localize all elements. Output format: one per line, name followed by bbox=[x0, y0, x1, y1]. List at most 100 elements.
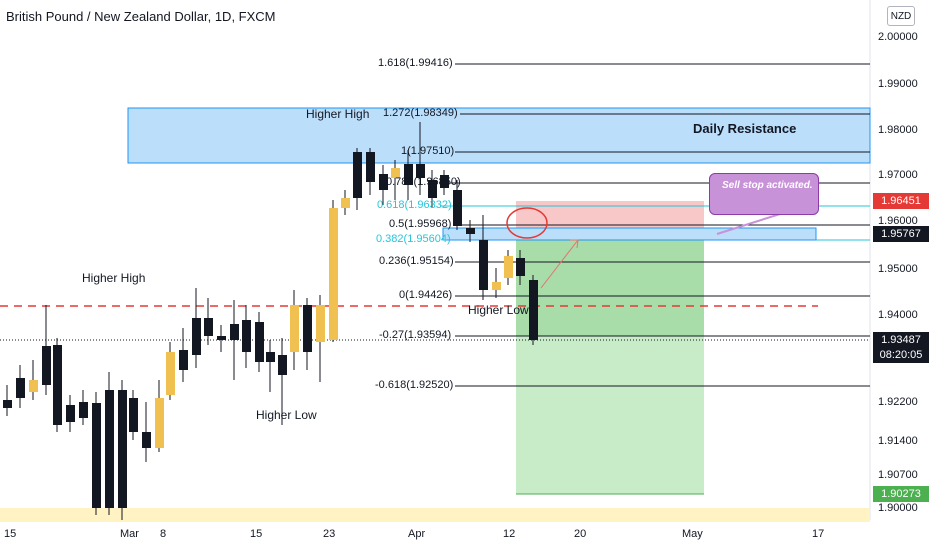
candle-body[interactable] bbox=[290, 305, 299, 352]
price-tick-label: 1.90000 bbox=[878, 502, 918, 514]
price-tick-label: 1.92200 bbox=[878, 396, 918, 408]
candle-body[interactable] bbox=[255, 322, 264, 362]
arrow-line[interactable] bbox=[540, 239, 579, 289]
price-axis-panel bbox=[870, 0, 932, 550]
price-tag-target: 1.90273 bbox=[873, 486, 929, 502]
fib-level-label: 0.786(1.96850) bbox=[386, 176, 461, 188]
candle-body[interactable] bbox=[192, 318, 201, 355]
candle-body[interactable] bbox=[428, 180, 437, 198]
price-tick-label: 1.90700 bbox=[878, 469, 918, 481]
candle-body[interactable] bbox=[278, 355, 287, 375]
higher-low-mid-label: Higher Low bbox=[256, 408, 317, 422]
price-tick-label: 1.98000 bbox=[878, 124, 918, 136]
time-tick-label: 23 bbox=[323, 528, 336, 540]
candle-body[interactable] bbox=[92, 403, 101, 508]
higher-high-left-label: Higher High bbox=[82, 271, 146, 285]
fib-level-label: 0(1.94426) bbox=[399, 289, 453, 301]
time-tick-label: Apr bbox=[408, 528, 426, 540]
candle-body[interactable] bbox=[516, 258, 525, 276]
candle-body[interactable] bbox=[16, 378, 25, 398]
candle-body[interactable] bbox=[492, 282, 501, 290]
candle-body[interactable] bbox=[129, 398, 138, 432]
fib-level-label: -0.618(1.92520) bbox=[375, 379, 454, 391]
time-tick-label: 17 bbox=[812, 528, 825, 540]
note-pointer bbox=[716, 213, 781, 235]
candle-body[interactable] bbox=[379, 174, 388, 190]
candle-body[interactable] bbox=[353, 152, 362, 198]
time-tick-label: Mar bbox=[120, 528, 139, 540]
sell-stop-note[interactable]: Sell stop activated. bbox=[709, 173, 819, 215]
candle-body[interactable] bbox=[142, 432, 151, 448]
candle-body[interactable] bbox=[105, 390, 114, 508]
candle-body[interactable] bbox=[66, 405, 75, 422]
candle-body[interactable] bbox=[217, 336, 226, 340]
time-tick-label: 20 bbox=[574, 528, 587, 540]
candle-body[interactable] bbox=[166, 352, 175, 395]
highlight-circle[interactable] bbox=[506, 207, 548, 239]
chart-title: British Pound / New Zealand Dollar, 1D, … bbox=[6, 9, 276, 24]
price-tick-label: 2.00000 bbox=[878, 31, 918, 43]
candle-body[interactable] bbox=[42, 346, 51, 385]
price-tag-entry: 1.95767 bbox=[873, 226, 929, 242]
bottom-highlight-band bbox=[0, 508, 870, 521]
candle-body[interactable] bbox=[440, 175, 449, 188]
currency-badge[interactable]: NZD bbox=[887, 6, 915, 26]
candle-body[interactable] bbox=[466, 228, 475, 234]
candle-body[interactable] bbox=[479, 240, 488, 290]
price-tick-label: 1.97000 bbox=[878, 169, 918, 181]
candle-body[interactable] bbox=[329, 208, 338, 340]
candle-body[interactable] bbox=[155, 398, 164, 448]
candle-body[interactable] bbox=[416, 164, 425, 178]
price-tag-red: 1.96451 bbox=[873, 193, 929, 209]
candle-body[interactable] bbox=[453, 190, 462, 226]
price-tick-label: 1.91400 bbox=[878, 435, 918, 447]
higher-low-right-label: Higher Low bbox=[468, 303, 529, 317]
candle-body[interactable] bbox=[529, 280, 538, 340]
fib-level-label: -0.27(1.93594) bbox=[379, 329, 452, 341]
time-tick-label: 15 bbox=[4, 528, 17, 540]
candle-body[interactable] bbox=[53, 345, 62, 425]
daily-resistance-zone[interactable] bbox=[127, 107, 871, 164]
fib-level-label: 1.272(1.98349) bbox=[383, 107, 458, 119]
candle-body[interactable] bbox=[230, 324, 239, 340]
candle-body[interactable] bbox=[204, 318, 213, 336]
daily-resistance-label: Daily Resistance bbox=[693, 121, 797, 136]
candle-body[interactable] bbox=[341, 198, 350, 208]
candle-body[interactable] bbox=[404, 164, 413, 185]
candle-body[interactable] bbox=[118, 390, 127, 508]
fib-level-label: 0.5(1.95968) bbox=[389, 218, 452, 230]
price-tick-label: 1.95000 bbox=[878, 263, 918, 275]
time-tick-label: 8 bbox=[160, 528, 167, 540]
price-tick-label: 1.99000 bbox=[878, 78, 918, 90]
target-zone-lower[interactable] bbox=[516, 336, 704, 494]
candle-body[interactable] bbox=[79, 402, 88, 418]
time-tick-label: May bbox=[682, 528, 703, 540]
target-zone-upper[interactable] bbox=[516, 236, 704, 336]
candle-body[interactable] bbox=[242, 320, 251, 352]
arrow-head-icon bbox=[570, 239, 579, 249]
price-tick-label: 1.96000 bbox=[878, 215, 918, 227]
candle-body[interactable] bbox=[316, 305, 325, 342]
candle-body[interactable] bbox=[391, 168, 400, 178]
fib-level-label: 1.618(1.99416) bbox=[378, 57, 453, 69]
candle-body[interactable] bbox=[504, 256, 513, 278]
candle-body[interactable] bbox=[29, 380, 38, 392]
candle-body[interactable] bbox=[366, 152, 375, 182]
candle-body[interactable] bbox=[179, 350, 188, 370]
candle-body[interactable] bbox=[3, 400, 12, 408]
candles-group bbox=[3, 122, 538, 520]
countdown-tag: 08:20:05 bbox=[873, 347, 929, 363]
time-tick-label: 12 bbox=[503, 528, 516, 540]
candle-body[interactable] bbox=[303, 305, 312, 352]
time-tick-label: 15 bbox=[250, 528, 263, 540]
higher-high-top-label: Higher High bbox=[306, 107, 370, 121]
fib-level-label: 0.618(1.96332) bbox=[377, 199, 452, 211]
fib-level-label: 0.236(1.95154) bbox=[379, 255, 454, 267]
fib-level-label: 1(1.97510) bbox=[401, 145, 455, 157]
price-tick-label: 1.94000 bbox=[878, 309, 918, 321]
candle-body[interactable] bbox=[266, 352, 275, 362]
entry-highlight-box[interactable] bbox=[442, 227, 817, 241]
fib-level-label: 0.382(1.95604) bbox=[376, 233, 451, 245]
